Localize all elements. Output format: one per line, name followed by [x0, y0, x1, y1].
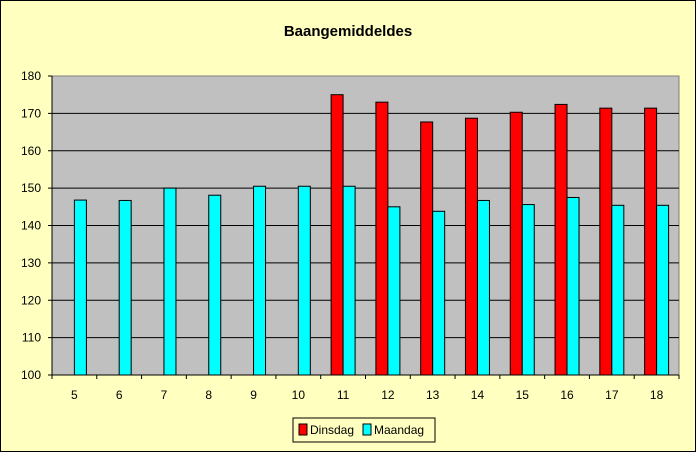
bar-maandag-17	[611, 204, 625, 376]
y-tick-label: 180	[21, 69, 41, 83]
x-tick-label: 7	[161, 388, 168, 402]
bar-dinsdag-14	[464, 117, 478, 376]
bar-maandag-16	[566, 196, 580, 376]
x-tick-label: 6	[116, 388, 123, 402]
y-tick-label: 160	[21, 144, 41, 158]
bar-maandag-9	[253, 185, 267, 376]
x-tick-label: 18	[650, 388, 664, 402]
bar-dinsdag-15	[509, 111, 523, 376]
bar-dinsdag-17	[599, 107, 613, 376]
y-tick-label: 150	[21, 181, 41, 195]
bar-dinsdag-16	[554, 103, 568, 376]
bar-dinsdag-12	[375, 101, 389, 376]
bar-maandag-13	[432, 210, 446, 376]
bar-maandag-15	[521, 204, 535, 376]
y-tick-label: 110	[22, 331, 41, 345]
bar-dinsdag-13	[420, 121, 434, 376]
bar-maandag-14	[476, 199, 490, 376]
x-tick-label: 16	[560, 388, 574, 402]
bar-maandag-11	[342, 185, 356, 376]
bar-dinsdag-18	[644, 107, 658, 376]
bar-maandag-7	[163, 187, 177, 376]
bar-maandag-8	[208, 194, 222, 376]
bar-maandag-18	[656, 204, 670, 376]
x-tick-label: 8	[205, 388, 212, 402]
chart-title: Baangemiddeldes	[284, 23, 412, 40]
axes: 100 110 120 130 140 150 160 170 180 5 6 7 8 9 10 11 12 13…	[21, 69, 680, 402]
x-tick-label: 9	[250, 388, 257, 402]
legend-swatch-maandag	[362, 423, 372, 436]
legend-label-maandag: Maandag	[374, 423, 424, 437]
bar-dinsdag-11	[330, 94, 344, 376]
x-tick-label: 14	[471, 388, 485, 402]
y-tick-label: 130	[21, 256, 41, 270]
bar-maandag-12	[387, 206, 401, 376]
y-tick-label: 170	[21, 106, 41, 120]
legend-swatch-dinsdag	[298, 423, 308, 436]
bar-maandag-5	[73, 199, 87, 376]
x-tick-label: 15	[516, 388, 530, 402]
x-tick-label: 13	[426, 388, 440, 402]
bar-maandag-6	[118, 199, 132, 376]
bar-maandag-10	[297, 185, 311, 376]
legend: Dinsdag Maandag	[292, 417, 436, 443]
x-tick-label: 12	[381, 388, 395, 402]
x-tick-label: 5	[71, 388, 78, 402]
legend-label-dinsdag: Dinsdag	[310, 423, 354, 437]
y-tick-label: 120	[21, 293, 41, 307]
y-tick-label: 100	[21, 368, 41, 382]
y-tick-label: 140	[21, 219, 41, 233]
x-tick-label: 11	[337, 388, 350, 402]
bars	[73, 94, 670, 376]
x-tick-label: 10	[292, 388, 306, 402]
x-tick-label: 17	[605, 388, 619, 402]
